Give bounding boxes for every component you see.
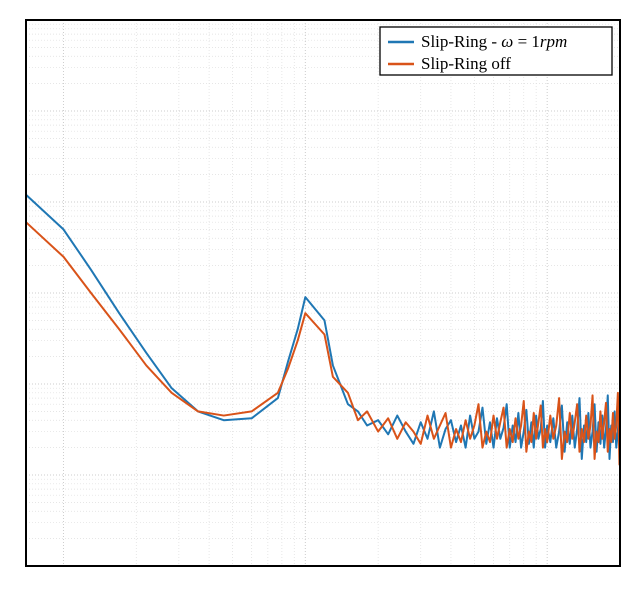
spectrum-chart: Slip-Ring - ω = 1rpm Slip-Ring off: [0, 0, 644, 590]
legend-label-0: Slip-Ring - ω = 1rpm: [421, 32, 567, 51]
legend-label-1: Slip-Ring off: [421, 54, 511, 73]
legend: Slip-Ring - ω = 1rpm Slip-Ring off: [380, 27, 612, 75]
